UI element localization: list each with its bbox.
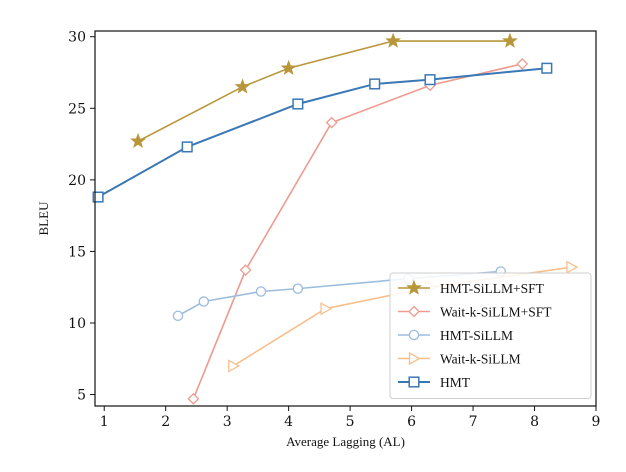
y-tick-label: 10 (68, 316, 86, 332)
legend-entry: HMT-SiLLM (398, 328, 513, 343)
x-tick-label: 3 (223, 414, 232, 430)
y-axis-label: BLEU (36, 201, 51, 236)
plot-area (92, 32, 579, 405)
x-tick-label: 7 (469, 414, 478, 430)
y-tick-label: 15 (68, 244, 86, 260)
x-tick-label: 1 (100, 414, 109, 430)
legend-marker (408, 351, 421, 366)
data-point (369, 78, 381, 90)
x-tick-label: 2 (161, 414, 170, 430)
legend-label: HMT-SiLLM+SFT (440, 281, 545, 296)
data-point (130, 132, 146, 148)
data-point (325, 116, 338, 129)
series-line (137, 40, 510, 142)
legend-entry: HMT (398, 375, 471, 390)
data-point (566, 260, 579, 274)
y-tick-label: 5 (77, 388, 86, 404)
x-axis-label: Average Lagging (AL) (286, 434, 405, 449)
legend-label: Wait-k-SiLLM (440, 352, 521, 367)
data-point (320, 302, 333, 316)
data-point (234, 78, 251, 94)
data-point (187, 392, 200, 405)
x-tick-label: 4 (284, 414, 293, 430)
legend: HMT-SiLLM+SFT Wait-k-SiLLM+SFT HMT-SiLLM Wa… (389, 272, 592, 399)
y-tick-label: 25 (68, 101, 86, 117)
y-tick-label: 30 (68, 30, 86, 46)
data-point (292, 98, 304, 110)
plot-frame (94, 30, 597, 407)
series-wait-k-sillm-sft (187, 58, 529, 405)
legend-marker (408, 376, 420, 388)
data-point (198, 296, 210, 307)
legend-label: HMT-SiLLM (440, 328, 513, 343)
legend-entry: Wait-k-SiLLM+SFT (398, 305, 552, 320)
legend-box (389, 272, 592, 399)
x-tick-label: 6 (407, 414, 416, 430)
data-point (239, 264, 252, 276)
series-line (97, 67, 547, 198)
data-point (280, 59, 297, 75)
legend-marker (406, 279, 422, 295)
legend-label: Wait-k-SiLLM+SFT (440, 305, 552, 320)
data-point (501, 32, 518, 48)
data-point (385, 32, 402, 48)
legend-label: HMT (440, 375, 471, 390)
x-tick-label: 5 (346, 414, 355, 430)
x-tick-label: 8 (530, 414, 539, 430)
data-point (516, 58, 529, 70)
y-tick-label: 20 (68, 173, 86, 189)
legend-entry: HMT-SiLLM+SFT (398, 279, 545, 296)
x-tick-label: 9 (592, 414, 601, 430)
legend-entry: Wait-k-SiLLM (398, 352, 521, 367)
legend-marker (408, 329, 420, 341)
series-hmt (92, 62, 553, 203)
data-point (541, 62, 553, 74)
data-point (228, 359, 241, 373)
legend-marker (408, 305, 420, 318)
data-point (424, 74, 436, 86)
data-point (172, 310, 184, 322)
data-point (255, 286, 267, 297)
data-point (181, 141, 193, 153)
axis-ticks: 1 2 3 4 5 6 7 8 9 5 10 15 20 25 30 (68, 30, 600, 430)
series-hmt-sillm-sft (130, 32, 518, 148)
data-point (292, 283, 304, 294)
data-point (92, 191, 104, 203)
